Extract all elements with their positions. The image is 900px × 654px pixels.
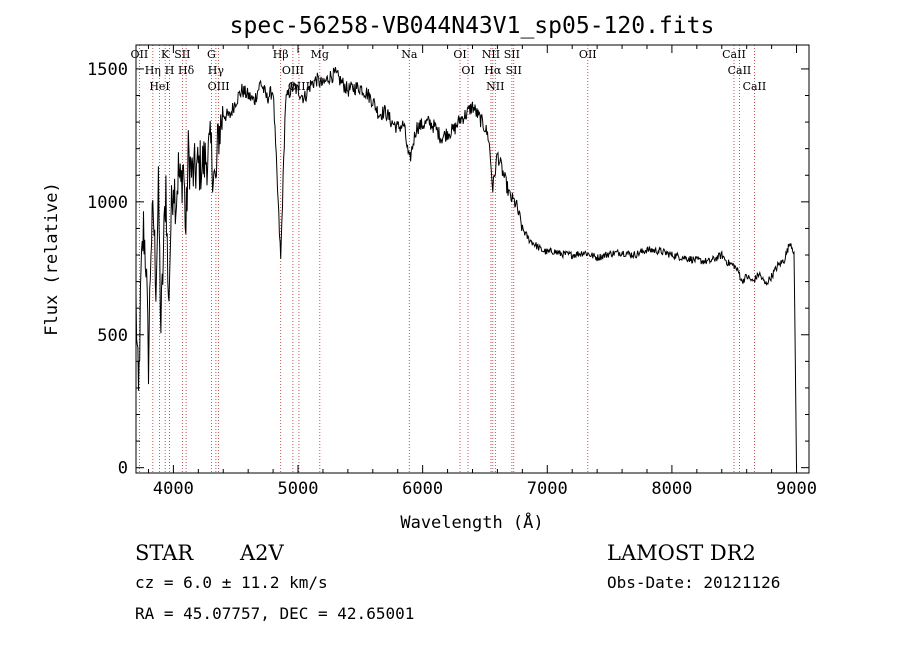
x-tick-label: 4000 (153, 479, 194, 499)
spectral-lines-layer (138, 45, 755, 473)
spectral-line-label: CaII (728, 64, 752, 77)
x-tick-label: 9000 (776, 479, 817, 499)
coordinates: RA = 45.07757, DEC = 42.65001 (135, 604, 414, 623)
spectral-line-label: G (207, 48, 216, 61)
redshift-cz: cz = 6.0 ± 11.2 km/s (135, 573, 328, 592)
spectral-line-label: OI (461, 64, 474, 77)
spectral-line-label: H (165, 64, 175, 77)
spectral-line-label: SII (506, 64, 522, 77)
spectral-line-label: Mg (311, 48, 329, 61)
spectral-line-label: Hδ (178, 64, 195, 77)
y-tick-label: 0 (118, 459, 128, 479)
x-axis-label: Wavelength (Å) (400, 511, 543, 533)
spectral-line-label: OIII (288, 80, 310, 93)
spectral-line-label: Na (401, 48, 418, 61)
spectral-line-label: OIII (282, 64, 304, 77)
spectral-line-label: SII (504, 48, 520, 61)
ticks-layer: 4000 5000 6000 7000 8000 9000 0 500 1000 1500 (87, 45, 817, 499)
spectral-line-label: NII (486, 80, 504, 93)
y-tick-label: 1500 (87, 60, 128, 80)
spectrum-layer (135, 67, 797, 468)
spectral-line-label: HeI (149, 80, 169, 93)
spectral-line-label: Hγ (208, 64, 225, 77)
spectral-line-label: OII (131, 48, 149, 61)
spectral-line-label: OII (579, 48, 597, 61)
survey-name: LAMOST DR2 (607, 541, 756, 565)
spectral-line-label: Hβ (273, 48, 289, 61)
spectral-line-label: CaII (722, 48, 746, 61)
object-subclass: A2V (239, 541, 285, 565)
y-tick-label: 500 (97, 326, 128, 346)
spectral-line-label: Hα (484, 64, 502, 77)
spectral-line-label: OI (453, 48, 466, 61)
chart-title: spec-56258-VB044N43V1_sp05-120.fits (230, 13, 715, 39)
y-axis-label: Flux (relative) (42, 182, 62, 336)
x-tick-label: 7000 (527, 479, 568, 499)
x-tick-label: 8000 (651, 479, 692, 499)
spectral-line-label: NII (482, 48, 500, 61)
spectral-line-label: K (161, 48, 170, 61)
x-tick-label: 6000 (402, 479, 443, 499)
spectral-line-label: CaII (743, 80, 767, 93)
spectral-line-label: OIII (208, 80, 230, 93)
x-tick-label: 5000 (278, 479, 319, 499)
object-class: STAR (135, 541, 194, 565)
y-tick-label: 1000 (87, 193, 128, 213)
spectral-line-label: Hη (145, 64, 161, 77)
obs-date: Obs-Date: 20121126 (607, 573, 780, 592)
spectrum-line (135, 67, 797, 468)
line-labels-layer: OII Hη HeI KH SII Hδ G Hγ OIII Hβ OIII OIII Mg Na OI OI… (131, 48, 767, 93)
spectral-line-label: SII (174, 48, 190, 61)
